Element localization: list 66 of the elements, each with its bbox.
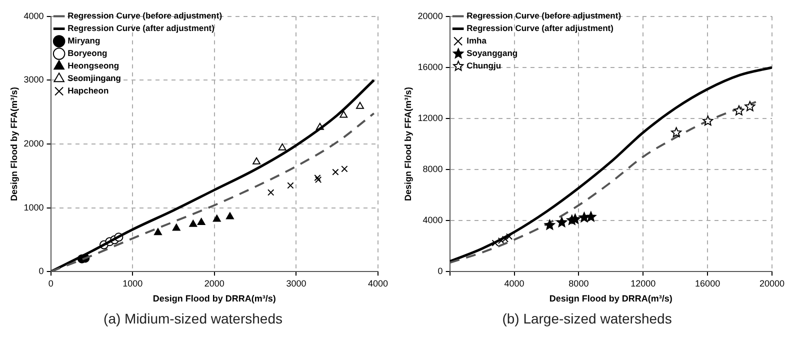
- x-tick-label: 8000: [568, 278, 589, 288]
- point: [578, 212, 590, 222]
- point: [586, 211, 596, 222]
- point: [734, 105, 744, 116]
- legend-label: Heongseong: [68, 60, 120, 71]
- legend-label: Regression Curve (before adjustment): [466, 10, 622, 21]
- y-axis-title: Design Flood by FFA(m³/s): [402, 87, 413, 201]
- x-tick-label: 16000: [695, 278, 720, 288]
- x-axis-title: Design Flood by DRRA(m³/s): [549, 293, 672, 304]
- x-tick-label: 4000: [504, 278, 524, 288]
- point: [702, 116, 714, 126]
- x-tick-label: 3000: [286, 278, 306, 288]
- y-tick-label: 12000: [418, 112, 443, 123]
- text: (a) Midium-sized watersheds: [104, 310, 282, 326]
- point: [314, 176, 322, 184]
- text: (b) Large-sized watersheds: [502, 310, 672, 326]
- legend-label: Boryeong: [68, 48, 108, 58]
- y-tick-label: 4000: [24, 10, 44, 21]
- x-tick-label: 1000: [122, 278, 143, 288]
- legend-label: Miryang: [68, 36, 100, 46]
- legend-label: Regression Curve (after adjustment): [466, 23, 614, 34]
- point: [744, 101, 756, 112]
- legend-label: Regression Curve (before adjustment): [68, 10, 222, 21]
- point: [268, 189, 274, 196]
- x-axis-title: Design Flood by DRRA(m³/s): [152, 293, 276, 304]
- y-tick-label: 1000: [24, 202, 44, 212]
- point: [287, 182, 294, 189]
- legend-label: Regression Curve (after adjustment): [68, 23, 215, 34]
- x-tick-label: 12000: [630, 278, 656, 288]
- point: [154, 228, 162, 236]
- legend-label: Imha: [466, 36, 487, 46]
- point: [252, 157, 260, 164]
- y-tick-label: 0: [438, 266, 443, 276]
- point: [570, 214, 580, 224]
- point: [340, 110, 348, 118]
- point: [278, 143, 286, 150]
- point: [341, 166, 348, 172]
- legend-label: Seomjingang: [68, 73, 121, 84]
- point: [212, 214, 221, 222]
- legend-label: Soyanggang: [466, 48, 518, 58]
- y-tick-label: 0: [38, 266, 44, 276]
- y-tick-label: 16000: [418, 62, 443, 72]
- legend-label: Hapcheon: [68, 86, 109, 96]
- point: [506, 233, 513, 240]
- y-tick-label: 4000: [422, 215, 443, 226]
- point: [226, 212, 234, 220]
- x-tick-label: 0: [48, 278, 54, 288]
- point: [314, 174, 321, 182]
- point: [544, 220, 555, 230]
- point: [502, 236, 509, 242]
- x-tick-label: 4000: [368, 278, 388, 288]
- point: [332, 168, 339, 176]
- point: [197, 218, 206, 225]
- point: [172, 224, 180, 231]
- y-tick-label: 2000: [24, 138, 44, 148]
- y-tick-label: 20000: [418, 10, 443, 21]
- x-tick-label: 20000: [759, 278, 785, 288]
- x-tick-label: 2000: [204, 278, 224, 288]
- point: [671, 127, 682, 138]
- point: [189, 220, 198, 227]
- legend-label: Chungju: [466, 60, 502, 71]
- point: [356, 102, 364, 109]
- y-tick-label: 3000: [24, 74, 44, 85]
- y-tick-label: 8000: [422, 164, 443, 174]
- point: [556, 216, 568, 228]
- y-axis-title: Design Flood by FFA(m³/s): [8, 87, 19, 201]
